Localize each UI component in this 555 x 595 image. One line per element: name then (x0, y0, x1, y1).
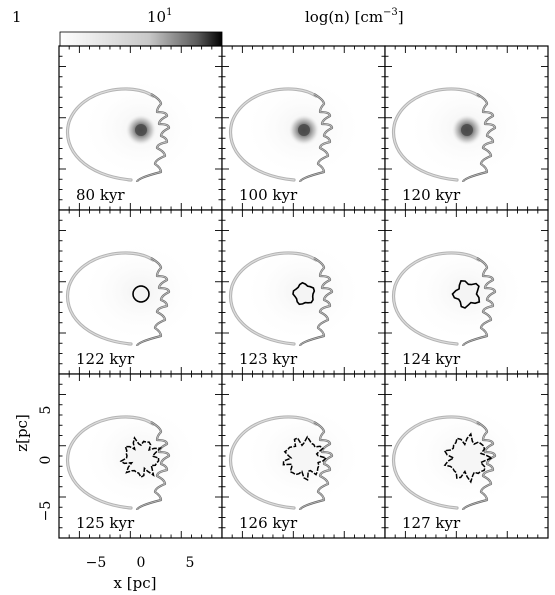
colorbar-tick-high-exp: 1 (166, 7, 172, 18)
bow-shock (229, 415, 334, 511)
x-axis-label: x [pc] (114, 574, 157, 592)
cloud-core (298, 124, 310, 136)
instability-wave-inner (299, 257, 333, 347)
shell-arc-inner (67, 88, 154, 181)
panel: 120 kyr (384, 45, 549, 211)
panel-time-label: 124 kyr (402, 350, 461, 368)
instability-wave-inner (462, 257, 496, 347)
bow-shock (66, 87, 171, 183)
cloud-boundary (132, 285, 150, 303)
shredded-cloud-boundary (282, 435, 328, 482)
panel-frame (384, 373, 549, 539)
shell-arc-inner (67, 252, 154, 345)
cloud-boundary (292, 281, 316, 306)
cloud-core (461, 124, 473, 136)
shell-arc-inner (230, 88, 317, 181)
shredded-cloud-boundary (119, 436, 163, 479)
instability-wave-inner (299, 93, 333, 183)
shell-arc-inner (393, 416, 480, 509)
shell-arc-inner (230, 416, 317, 509)
colorbar-tick-low: 1 (12, 8, 22, 26)
y-axis: 5 0 −5 z[pc] (13, 406, 54, 522)
panel-time-label: 100 kyr (239, 186, 298, 204)
shell-arc-inner (393, 88, 480, 181)
y-tick-label: −5 (38, 501, 54, 522)
bow-shock (392, 251, 497, 347)
panel: 125 kyr (58, 373, 223, 539)
panel: 127 kyr (384, 373, 549, 539)
panel-time-label: 125 kyr (76, 514, 135, 532)
cloud-boundary (451, 279, 481, 309)
colorbar-tick-high: 101 (147, 7, 172, 26)
colorbar: 1 101 log(n) [cm−3] (12, 7, 404, 47)
bow-shock (392, 87, 497, 183)
bow-shock (229, 251, 334, 347)
instability-wave-inner (136, 421, 170, 511)
bow-shock (66, 251, 171, 347)
panel-grid: 80 kyr 100 kyr 120 kyr 122 kyr 123 kyr 124 ky… (58, 45, 549, 539)
y-axis-label: z[pc] (13, 414, 31, 452)
bow-shock (229, 87, 334, 183)
instability-wave-inner (462, 421, 496, 511)
x-tick-label: −5 (86, 555, 107, 571)
x-tick-label: 0 (137, 555, 146, 571)
instability-wave-inner (462, 93, 496, 183)
colorbar-label-exp: −3 (383, 7, 398, 18)
panel-time-label: 127 kyr (402, 514, 461, 532)
panel: 123 kyr (221, 209, 386, 375)
y-tick-label: 0 (38, 456, 54, 465)
colorbar-tick-high-base: 10 (147, 8, 166, 26)
panel-time-label: 80 kyr (76, 186, 125, 204)
panel-time-label: 126 kyr (239, 514, 298, 532)
x-axis: −5 0 5 x [pc] (86, 555, 195, 592)
instability-wave-inner (136, 257, 170, 347)
instability-wave-inner (299, 421, 333, 511)
colorbar-label-close: ] (398, 8, 404, 26)
panel-time-label: 120 kyr (402, 186, 461, 204)
panel: 100 kyr (221, 45, 386, 211)
panel: 80 kyr (58, 45, 223, 211)
y-tick-label: 5 (38, 406, 54, 415)
shredded-cloud-boundary (443, 432, 494, 484)
panel-time-label: 122 kyr (76, 350, 135, 368)
shell-arc-inner (393, 252, 480, 345)
colorbar-label-main: log(n) [cm (305, 8, 383, 26)
bow-shock (66, 415, 171, 511)
x-tick-label: 5 (186, 555, 195, 571)
cloud-core (135, 124, 147, 136)
bow-shock (392, 415, 497, 511)
panel: 124 kyr (384, 209, 549, 375)
panel: 122 kyr (58, 209, 223, 375)
instability-wave-inner (136, 93, 170, 183)
shell-arc-inner (67, 416, 154, 509)
panel: 126 kyr (221, 373, 386, 539)
panel-time-label: 123 kyr (239, 350, 298, 368)
colorbar-label: log(n) [cm−3] (305, 7, 404, 26)
shell-arc-inner (230, 252, 317, 345)
colorbar-gradient (59, 31, 223, 47)
